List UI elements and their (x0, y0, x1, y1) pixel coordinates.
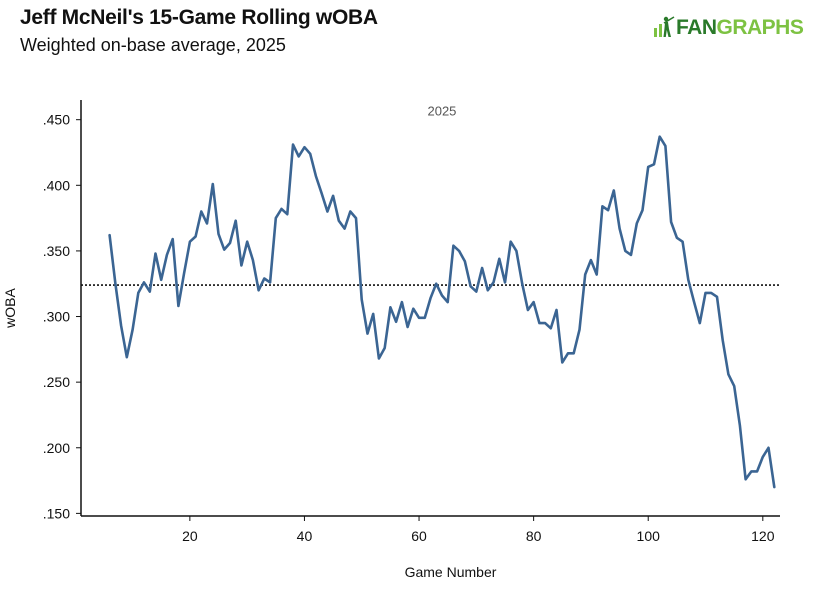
x-tick-label: 20 (182, 528, 198, 544)
series-line (108, 135, 776, 489)
x-tick-label: 100 (637, 528, 661, 544)
season-annotation: 2025 (427, 104, 456, 119)
y-tick-label: .350 (43, 243, 70, 259)
plot-area: .150 .200 .250 .300 .350 .400 .450 20 40 60 80 100 1… (2, 100, 780, 580)
x-tick-label: 120 (751, 528, 775, 544)
chart-subtitle: Weighted on-base average, 2025 (20, 35, 286, 55)
x-axis-title: Game Number (405, 564, 497, 580)
y-axis-title: wOBA (2, 288, 18, 329)
x-tick-label: 80 (526, 528, 542, 544)
logo-text-graphs: GRAPHS (716, 15, 804, 39)
y-tick-label: .200 (43, 440, 70, 456)
logo-text-fan: FAN (676, 15, 717, 39)
y-tick-label: .250 (43, 374, 70, 390)
batter-icon (654, 16, 675, 37)
x-tick-label: 40 (297, 528, 313, 544)
fangraphs-logo: FAN GRAPHS (652, 14, 804, 40)
y-tick-label: .150 (43, 505, 70, 521)
chart-title: Jeff McNeil's 15-Game Rolling wOBA (20, 6, 378, 29)
y-tick-label: .300 (43, 309, 70, 325)
x-tick-label: 60 (411, 528, 427, 544)
y-tick-label: .400 (43, 177, 70, 193)
y-tick-label: .450 (43, 112, 70, 128)
